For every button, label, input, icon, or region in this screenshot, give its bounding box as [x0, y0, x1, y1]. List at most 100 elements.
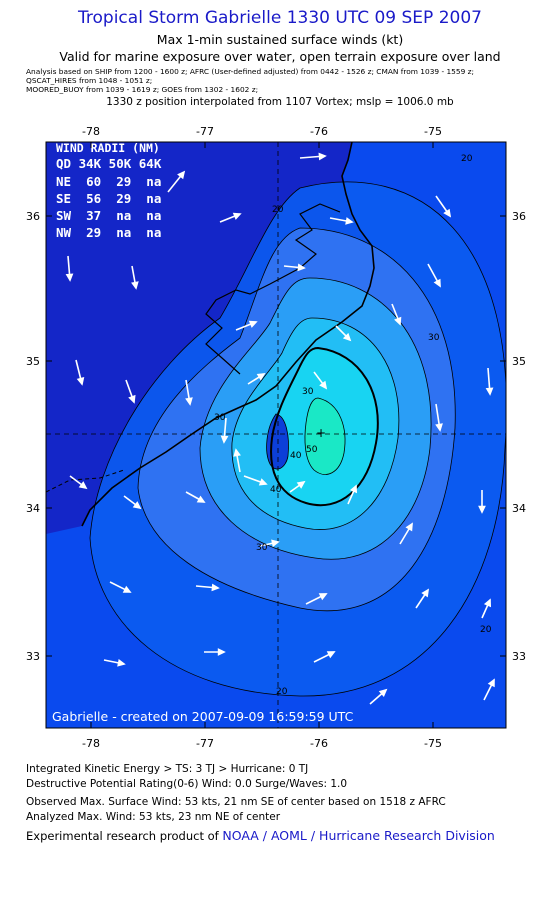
wind-arrow-head — [220, 435, 229, 444]
wind-arrow-head — [256, 373, 266, 381]
analyzed-max-line: Analyzed Max. Wind: 53 kts, 23 nm NE of … — [26, 811, 281, 823]
wind-radii-row-sw: SW 37 na na — [56, 208, 161, 223]
wind-arrow-head — [421, 588, 430, 598]
contour-label: 20 — [276, 687, 288, 697]
map-frame — [45, 141, 507, 729]
wind-radii-header: QD 34K 50K 64K — [56, 156, 162, 171]
wind-radii-row-se: SE 56 29 na — [56, 191, 161, 206]
wind-arrow-head — [76, 377, 85, 386]
sound-shoreline — [205, 203, 341, 375]
wind-arrow-head — [248, 320, 258, 328]
lat-label-left: 36 — [26, 210, 40, 223]
product-prefix: Experimental research product of — [26, 829, 223, 843]
wind-arrow-head — [345, 217, 354, 225]
wind-arrow-head — [177, 170, 186, 180]
wind-analysis-map: + 20 20 20 20 30 30 30 30 40 40 50 WIND … — [26, 125, 526, 750]
product-credit: Experimental research product of NOAA / … — [26, 828, 495, 843]
tick-marks — [46, 142, 506, 728]
map-title: Tropical Storm Gabrielle 1330 UTC 09 SEP… — [78, 8, 482, 28]
contour-lines — [89, 181, 506, 697]
contour-fill-50 — [304, 398, 345, 475]
wind-arrow-head — [65, 273, 74, 282]
lat-label-right: 33 — [512, 650, 526, 663]
contour-label: 20 — [480, 625, 492, 635]
contour-label: 30 — [428, 333, 440, 343]
wind-arrow-head — [132, 501, 142, 510]
ike-line: Integrated Kinetic Energy > TS: 3 TJ > H… — [26, 763, 309, 775]
wind-arrow-head — [433, 278, 441, 288]
lat-label-left: 34 — [26, 502, 40, 515]
wind-arrow-head — [478, 505, 486, 514]
position-line: 1330 z position interpolated from 1107 V… — [106, 96, 454, 108]
wind-arrow-head — [435, 423, 443, 432]
lat-label-left: 35 — [26, 355, 40, 368]
lat-label-left: 33 — [26, 650, 40, 663]
max-wind-marker: + — [316, 426, 326, 440]
wind-radii-table: WIND RADII (NM) QD 34K 50K 64K NE 60 29 … — [56, 141, 162, 240]
contour-label: 40 — [290, 451, 302, 461]
wind-arrow-head — [378, 688, 388, 698]
lon-label-top: -78 — [82, 125, 100, 138]
wind-arrow-head — [483, 598, 492, 608]
wind-radii-row-ne: NE 60 29 na — [56, 174, 161, 189]
contour-label: 40 — [270, 485, 282, 495]
lon-label-top: -75 — [424, 125, 442, 138]
wind-arrow-head — [349, 484, 358, 494]
hrd-link[interactable]: NOAA / AOML / Hurricane Research Divisio… — [222, 828, 495, 843]
wind-arrow-head — [296, 480, 306, 489]
wind-arrow-head — [196, 495, 206, 503]
wind-arrow-head — [122, 585, 132, 593]
wind-arrow-head — [326, 651, 336, 659]
contour-34kt — [270, 346, 379, 507]
wind-arrow-head — [128, 394, 136, 404]
observed-max-line: Observed Max. Surface Wind: 53 kts, 21 n… — [26, 796, 446, 808]
wind-arrow-head — [258, 478, 268, 486]
wind-arrow-head — [318, 593, 328, 601]
contour-label: 30 — [302, 387, 314, 397]
wind-arrow-head — [318, 152, 327, 161]
lon-label-top: -76 — [310, 125, 328, 138]
coastline — [81, 142, 375, 527]
lon-label-top: -77 — [196, 125, 214, 138]
wind-radii-row-nw: NW 29 na na — [56, 225, 161, 240]
contour-label-group: 20 20 20 20 30 30 30 30 40 40 50 — [214, 154, 492, 697]
wind-arrow-head — [233, 448, 241, 457]
wind-radii-title: WIND RADII (NM) — [56, 141, 160, 155]
lon-label-bottom: -75 — [424, 737, 442, 750]
lon-label-bottom: -78 — [82, 737, 100, 750]
contour-label: 30 — [256, 543, 268, 553]
wind-arrow-head — [297, 263, 306, 272]
lat-label-right: 36 — [512, 210, 526, 223]
map-credit: Gabrielle - created on 2007-09-09 16:59:… — [52, 709, 354, 724]
map-subtitle: Max 1-min sustained surface winds (kt) — [156, 32, 404, 47]
longitude-labels: -78 -77 -76 -75 -78 -77 -76 -75 — [82, 125, 442, 750]
contour-label: 30 — [214, 413, 226, 423]
wind-arrow-head — [394, 316, 402, 326]
wind-vector-field — [65, 152, 495, 705]
wind-arrow-head — [117, 658, 126, 667]
wind-arrow-head — [405, 522, 413, 532]
dp-line: Destructive Potential Rating(0-6) Wind: … — [26, 778, 348, 790]
contour-label: 20 — [272, 205, 284, 215]
analysis-line-3: MOORED_BUOY from 1039 - 1619 z; GOES fro… — [26, 85, 259, 94]
lat-label-right: 34 — [512, 502, 526, 515]
wind-arrow-head — [211, 583, 220, 592]
wind-arrow-head — [131, 281, 139, 290]
wind-arrow-head — [487, 678, 495, 688]
wind-arrow-head — [342, 332, 352, 342]
wind-arrow-head — [443, 208, 452, 218]
latitude-labels: 36 35 34 33 36 35 34 33 — [26, 210, 526, 663]
wind-arrow-head — [319, 380, 328, 390]
contour-label: 50 — [306, 445, 318, 455]
wind-arrow-head — [271, 539, 280, 548]
wind-arrow-head — [78, 481, 88, 490]
wind-arrow-head — [185, 397, 193, 406]
contour-label: 20 — [461, 154, 473, 164]
wind-arrow-head — [485, 387, 494, 396]
analysis-line-1: Analysis based on SHIP from 1200 - 1600 … — [26, 67, 475, 76]
lon-label-bottom: -77 — [196, 737, 214, 750]
analysis-line-2: QSCAT_HIRES from 1048 - 1051 z; — [26, 76, 153, 85]
lon-label-bottom: -76 — [310, 737, 328, 750]
lat-label-right: 35 — [512, 355, 526, 368]
valid-line: Valid for marine exposure over water, op… — [59, 49, 501, 64]
